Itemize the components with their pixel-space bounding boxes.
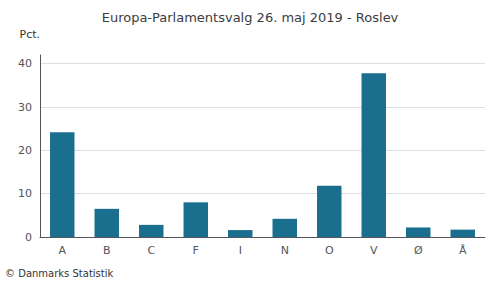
svg-text:A: A <box>58 244 66 257</box>
svg-text:© Danmarks Statistik: © Danmarks Statistik <box>5 268 114 279</box>
svg-text:10: 10 <box>18 187 32 200</box>
svg-text:Ø: Ø <box>414 244 423 257</box>
svg-text:C: C <box>147 244 155 257</box>
svg-text:I: I <box>239 244 242 257</box>
svg-text:Å: Å <box>459 244 467 257</box>
svg-text:Pct.: Pct. <box>20 28 41 41</box>
svg-text:Europa-Parlamentsvalg 26. maj: Europa-Parlamentsvalg 26. maj 2019 - Ros… <box>102 10 399 25</box>
svg-text:N: N <box>281 244 289 257</box>
svg-text:20: 20 <box>18 144 32 157</box>
svg-text:O: O <box>325 244 334 257</box>
svg-text:30: 30 <box>18 101 32 114</box>
svg-text:40: 40 <box>18 57 32 70</box>
svg-text:0: 0 <box>25 231 32 244</box>
svg-text:F: F <box>193 244 199 257</box>
svg-text:V: V <box>370 244 378 257</box>
svg-text:B: B <box>103 244 111 257</box>
